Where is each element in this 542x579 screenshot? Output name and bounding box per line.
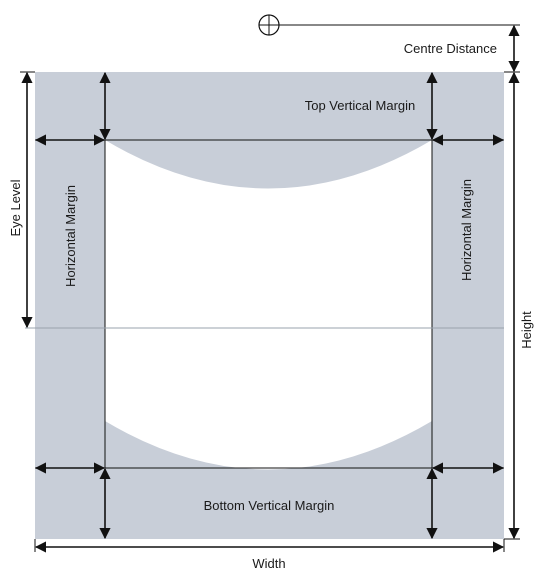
horizontal-margin-right-label: Horizontal Margin xyxy=(459,179,474,281)
viewing-window xyxy=(105,140,432,470)
centre-distance-label: Centre Distance xyxy=(404,41,497,56)
height-label: Height xyxy=(519,311,534,349)
horizontal-margin-left-label: Horizontal Margin xyxy=(63,185,78,287)
top-vertical-margin-label: Top Vertical Margin xyxy=(305,98,416,113)
crosshair-circle-icon xyxy=(258,14,280,36)
bottom-vertical-margin-label: Bottom Vertical Margin xyxy=(204,498,335,513)
width-label: Width xyxy=(252,556,285,571)
eye-level-label: Eye Level xyxy=(8,179,23,236)
